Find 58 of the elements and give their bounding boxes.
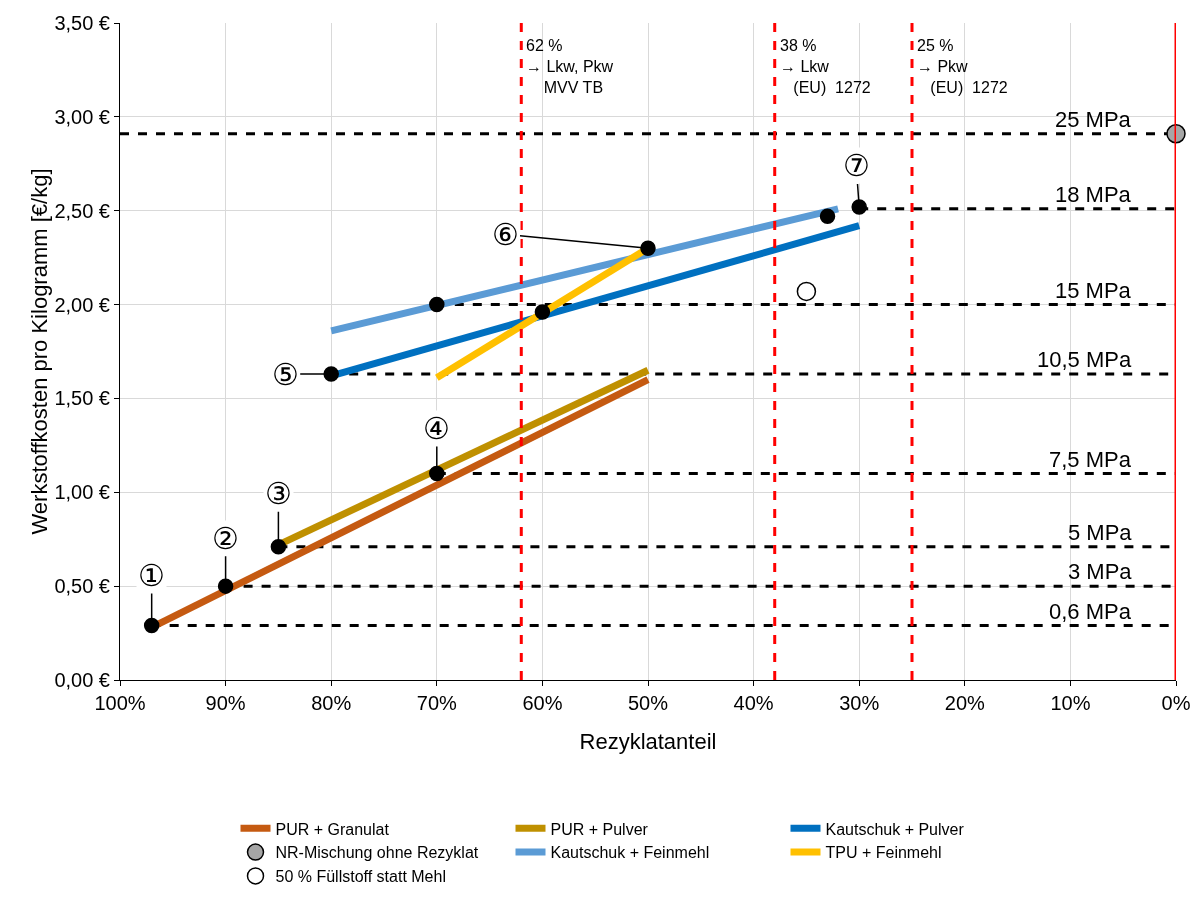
legend-label: PUR + Granulat <box>275 820 390 838</box>
point <box>217 578 234 594</box>
legend-label: TPU + Feinmehl <box>825 844 942 862</box>
point <box>143 617 160 634</box>
point <box>429 465 445 482</box>
x-tick-label: 30% <box>839 692 880 714</box>
point <box>429 296 445 313</box>
y-tick-label: 3,50 € <box>54 12 110 34</box>
y-tick-label: 1,50 € <box>54 387 110 410</box>
legend-label: Kautschuk + Feinmehl <box>550 844 710 862</box>
series-label: 15 MPa <box>1055 278 1132 303</box>
annotation: ④ <box>423 412 450 445</box>
series-label: 5 MPa <box>1068 520 1133 545</box>
series-label: 0,6 MPa <box>1049 599 1132 624</box>
x-tick-label: 90% <box>205 692 246 714</box>
x-tick-label: 80% <box>311 692 352 714</box>
y-axis-title: Werkstoffkosten pro Kilogramm [€/kg] <box>27 168 53 535</box>
x-axis-title: Rezyklatanteil <box>579 728 717 754</box>
annotation: ① <box>138 559 165 592</box>
series-label: 25 MPa <box>1055 107 1132 132</box>
annotation: ⑦ <box>843 149 870 182</box>
ref-line-label: 25 % → Pkw (EU) 1272 <box>917 37 1008 96</box>
point <box>270 538 287 555</box>
point <box>640 240 656 256</box>
y-tick-label: 3,00 € <box>54 105 110 128</box>
point <box>796 281 817 302</box>
x-tick-label: 60% <box>522 692 563 714</box>
y-tick-label: 0,50 € <box>54 575 110 598</box>
annotation: ⑤ <box>272 358 299 391</box>
legend-label: NR-Mischung ohne Rezyklat <box>275 844 479 862</box>
point <box>323 366 339 382</box>
annotation: ⑥ <box>492 218 519 251</box>
y-tick-label: 2,50 € <box>54 199 110 222</box>
point <box>534 304 551 320</box>
series-label: 18 MPa <box>1055 182 1132 207</box>
legend-label: 50 % Füllstoff statt Mehl <box>275 868 446 886</box>
annotation: ③ <box>265 477 292 510</box>
series-label: 7,5 MPa <box>1049 447 1132 472</box>
legend-label: PUR + Pulver <box>550 820 649 838</box>
x-tick-label: 20% <box>944 692 986 714</box>
legend-label: Kautschuk + Pulver <box>825 820 965 838</box>
point <box>1166 124 1186 144</box>
y-tick-label: 1,00 € <box>54 481 110 504</box>
x-tick-label: 10% <box>1050 692 1091 714</box>
annotation: ② <box>212 522 239 555</box>
ref-line-label: 62 % → Lkw, Pkw MVV TB <box>526 37 614 96</box>
x-tick-label: 70% <box>416 692 458 714</box>
series-label: 3 MPa <box>1068 559 1133 584</box>
x-tick-label: 0% <box>1161 692 1191 714</box>
point <box>851 199 867 215</box>
x-tick-label: 100% <box>94 692 146 714</box>
x-tick-label: 50% <box>627 692 669 714</box>
point <box>819 208 836 225</box>
y-tick-label: 0,00 € <box>54 669 110 691</box>
y-tick-label: 2,00 € <box>54 293 110 316</box>
series-label: 10,5 MPa <box>1037 347 1132 372</box>
ref-line-label: 38 % → Lkw (EU) 1272 <box>780 37 871 96</box>
x-tick-label: 40% <box>733 692 774 714</box>
